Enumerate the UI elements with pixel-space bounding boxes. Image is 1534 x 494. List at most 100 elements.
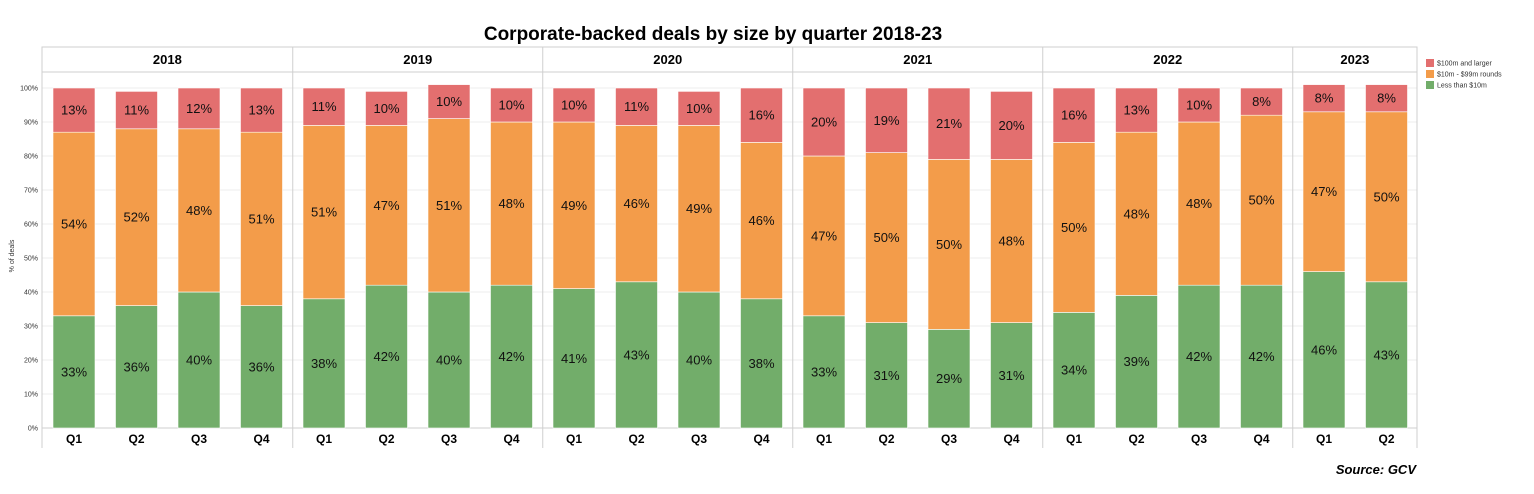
data-label: 43% bbox=[623, 347, 649, 362]
legend-swatch bbox=[1426, 81, 1434, 89]
bar-segment bbox=[990, 159, 1033, 323]
bar-segment bbox=[1302, 111, 1346, 272]
data-label: 39% bbox=[1123, 354, 1149, 369]
legend: $100m and larger $10m - $99m rounds Less t… bbox=[1426, 59, 1502, 90]
data-label: 13% bbox=[61, 103, 87, 118]
data-label: 10% bbox=[373, 101, 399, 116]
data-label: 13% bbox=[248, 103, 274, 118]
bar-segment bbox=[927, 329, 971, 429]
bar-segment bbox=[427, 291, 471, 429]
bar-segment bbox=[927, 87, 971, 160]
year-header-2020: 2020 bbox=[653, 52, 682, 67]
y-tick-label: 60% bbox=[24, 222, 38, 229]
bar-segment bbox=[490, 87, 533, 123]
legend-swatch bbox=[1426, 70, 1434, 78]
x-tick-label: Q4 bbox=[753, 432, 769, 446]
bar-segment bbox=[1365, 281, 1408, 429]
data-label: 54% bbox=[61, 217, 87, 232]
bar-segment bbox=[677, 291, 721, 429]
data-label: 33% bbox=[61, 364, 87, 379]
x-tick-label: Q1 bbox=[1316, 432, 1332, 446]
data-label: 19% bbox=[873, 113, 899, 128]
bar-segment bbox=[615, 87, 658, 126]
data-label: 49% bbox=[561, 198, 587, 213]
bar-segment bbox=[802, 87, 846, 157]
bar-segment bbox=[52, 315, 96, 429]
data-label: 48% bbox=[498, 196, 524, 211]
x-tick-label: Q1 bbox=[66, 432, 82, 446]
bar-segment bbox=[240, 87, 283, 133]
x-tick-label: Q1 bbox=[316, 432, 332, 446]
data-label: 33% bbox=[811, 364, 837, 379]
x-tick-label: Q2 bbox=[1128, 432, 1144, 446]
bar-segment bbox=[52, 87, 96, 133]
bar-segment bbox=[177, 87, 221, 130]
data-label: 8% bbox=[1377, 91, 1396, 106]
bar-segment bbox=[740, 142, 783, 300]
x-tick-label: Q3 bbox=[691, 432, 707, 446]
data-label: 51% bbox=[436, 198, 462, 213]
data-label: 50% bbox=[936, 237, 962, 252]
bar-segment bbox=[52, 131, 96, 317]
bar-segment bbox=[240, 305, 283, 429]
data-label: 11% bbox=[624, 99, 649, 114]
data-label: 10% bbox=[1186, 98, 1212, 113]
y-tick-label: 70% bbox=[24, 188, 38, 195]
data-label: 48% bbox=[998, 234, 1024, 249]
bar-segment bbox=[1052, 312, 1096, 429]
data-label: 8% bbox=[1252, 94, 1271, 109]
x-tick-label: Q2 bbox=[878, 432, 894, 446]
data-label: 46% bbox=[623, 196, 649, 211]
data-label: 10% bbox=[686, 101, 712, 116]
data-label: 41% bbox=[561, 351, 587, 366]
data-label: 40% bbox=[686, 353, 712, 368]
y-axis-label: % of deals bbox=[9, 239, 16, 272]
x-tick-label: Q4 bbox=[253, 432, 269, 446]
x-tick-label: Q4 bbox=[1003, 432, 1019, 446]
data-label: 52% bbox=[123, 210, 149, 225]
data-label: 40% bbox=[186, 353, 212, 368]
bar-segment bbox=[1240, 114, 1283, 286]
x-tick-label: Q4 bbox=[503, 432, 519, 446]
bar-segment bbox=[365, 284, 408, 429]
bar-segment bbox=[740, 298, 783, 429]
legend-swatch bbox=[1426, 59, 1434, 67]
data-label: 31% bbox=[873, 368, 899, 383]
plot-frame bbox=[41, 46, 1418, 429]
data-label: 46% bbox=[1311, 342, 1337, 357]
data-label: 11% bbox=[124, 103, 149, 118]
bar-segment bbox=[615, 125, 658, 283]
panel-frames bbox=[41, 46, 1418, 448]
source-note: Source: GCV bbox=[1336, 462, 1418, 477]
bar-segment bbox=[427, 84, 471, 119]
bar-segment bbox=[115, 91, 158, 130]
data-label: 34% bbox=[1061, 363, 1087, 378]
legend-label: $100m and larger bbox=[1437, 61, 1493, 68]
bar-segment bbox=[115, 305, 158, 429]
data-label: 48% bbox=[186, 203, 212, 218]
bar-segment bbox=[615, 281, 658, 429]
data-label: 16% bbox=[748, 108, 774, 123]
data-label: 42% bbox=[373, 349, 399, 364]
y-tick-label: 40% bbox=[24, 290, 38, 297]
y-tick-label: 100% bbox=[20, 86, 38, 93]
bar-segment bbox=[740, 87, 783, 143]
bar-segment bbox=[865, 322, 908, 429]
year-header-2018: 2018 bbox=[153, 52, 182, 67]
data-label: 20% bbox=[811, 115, 837, 130]
data-label: 50% bbox=[1248, 193, 1274, 208]
x-tick-label: Q4 bbox=[1253, 432, 1269, 446]
data-label: 38% bbox=[311, 356, 337, 371]
year-header-2022: 2022 bbox=[1153, 52, 1182, 67]
bar-segment bbox=[1177, 284, 1221, 429]
y-tick-label: 10% bbox=[24, 392, 38, 399]
bar-segment bbox=[1052, 87, 1096, 143]
data-label: 43% bbox=[1373, 347, 1399, 362]
bar-segment bbox=[302, 125, 346, 300]
bar-segment bbox=[1240, 87, 1283, 116]
data-label: 42% bbox=[498, 349, 524, 364]
year-header-2023: 2023 bbox=[1340, 52, 1369, 67]
data-label: 47% bbox=[811, 228, 837, 243]
x-tick-label: Q3 bbox=[191, 432, 207, 446]
y-tick-label: 50% bbox=[24, 256, 38, 263]
